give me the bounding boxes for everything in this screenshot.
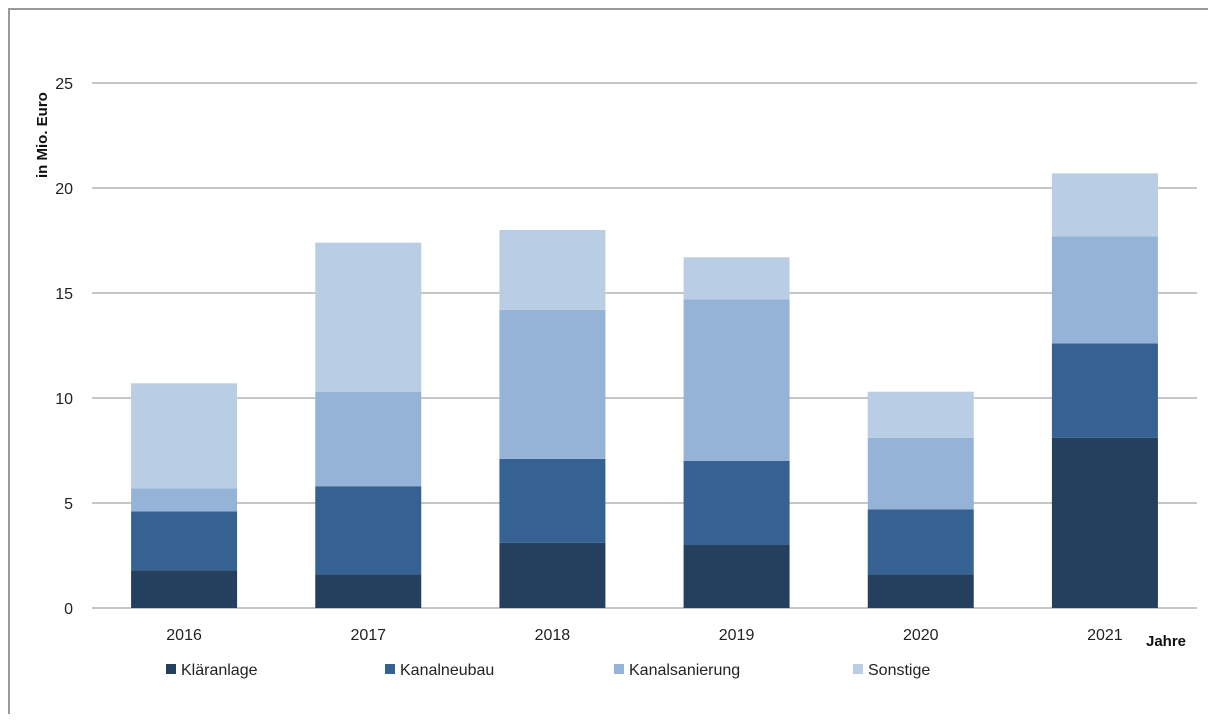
legend-label: Kanalneubau (400, 662, 494, 679)
bar-2018-kanalneubau (499, 458, 606, 543)
legend-swatch-kläranlage (166, 664, 176, 674)
y-tick-label: 25 (55, 76, 73, 93)
bar-2017-kläranlage (315, 574, 422, 608)
bar-2016-kläranlage (131, 570, 238, 608)
bar-2021-kanalneubau (1051, 343, 1158, 438)
x-axis-ticks: 2016 2017 2018 2019 2020 2021 (166, 627, 1123, 644)
legend-label: Kläranlage (181, 662, 258, 679)
legend-label: Sonstige (868, 662, 930, 679)
legend: Kläranlage Kanalneubau Kanalsanierung Sonst… (166, 662, 930, 679)
bar-2016-kanalsanierung (131, 488, 238, 512)
bar-2017-kanalneubau (315, 486, 422, 575)
bar-2019-kanalsanierung (683, 299, 790, 461)
bar-2016-sonstige (131, 383, 238, 489)
y-tick-label: 15 (55, 286, 73, 303)
bar-2017-sonstige (315, 242, 422, 392)
bar-2016-kanalneubau (131, 511, 238, 571)
x-tick-label: 2017 (350, 627, 386, 644)
bar-2019-sonstige (683, 257, 790, 300)
bar-2019-kläranlage (683, 545, 790, 608)
bars (131, 173, 1158, 608)
legend-swatch-sonstige (853, 664, 863, 674)
y-axis-title: in Mio. Euro (34, 92, 51, 178)
x-tick-label: 2021 (1087, 627, 1123, 644)
bar-2020-sonstige (867, 391, 974, 438)
bar-2020-kanalneubau (867, 509, 974, 575)
chart-frame (8, 8, 1208, 714)
x-axis-title: Jahre (1146, 633, 1186, 650)
legend-swatch-kanalneubau (385, 664, 395, 674)
bar-2021-kanalsanierung (1051, 236, 1158, 344)
legend-label: Kanalsanierung (629, 662, 740, 679)
bar-2021-sonstige (1051, 173, 1158, 237)
y-tick-label: 20 (55, 181, 73, 198)
bar-2018-kanalsanierung (499, 309, 606, 459)
y-tick-label: 5 (64, 496, 73, 513)
x-tick-label: 2020 (903, 627, 939, 644)
gridlines (92, 82, 1197, 609)
bar-2018-kläranlage (499, 542, 606, 608)
x-tick-label: 2019 (719, 627, 755, 644)
bar-2018-sonstige (499, 230, 606, 310)
legend-swatch-kanalsanierung (614, 664, 624, 674)
bar-2020-kanalsanierung (867, 437, 974, 510)
y-tick-label: 10 (55, 391, 73, 408)
y-tick-label: 0 (64, 601, 73, 618)
bar-2019-kanalneubau (683, 461, 790, 545)
y-axis-ticks: 0 5 10 15 20 25 (55, 76, 73, 618)
bar-2021-kläranlage (1051, 437, 1158, 608)
bar-2017-kanalsanierung (315, 391, 422, 487)
x-tick-label: 2016 (166, 627, 202, 644)
x-tick-label: 2018 (535, 627, 571, 644)
bar-2020-kläranlage (867, 574, 974, 608)
